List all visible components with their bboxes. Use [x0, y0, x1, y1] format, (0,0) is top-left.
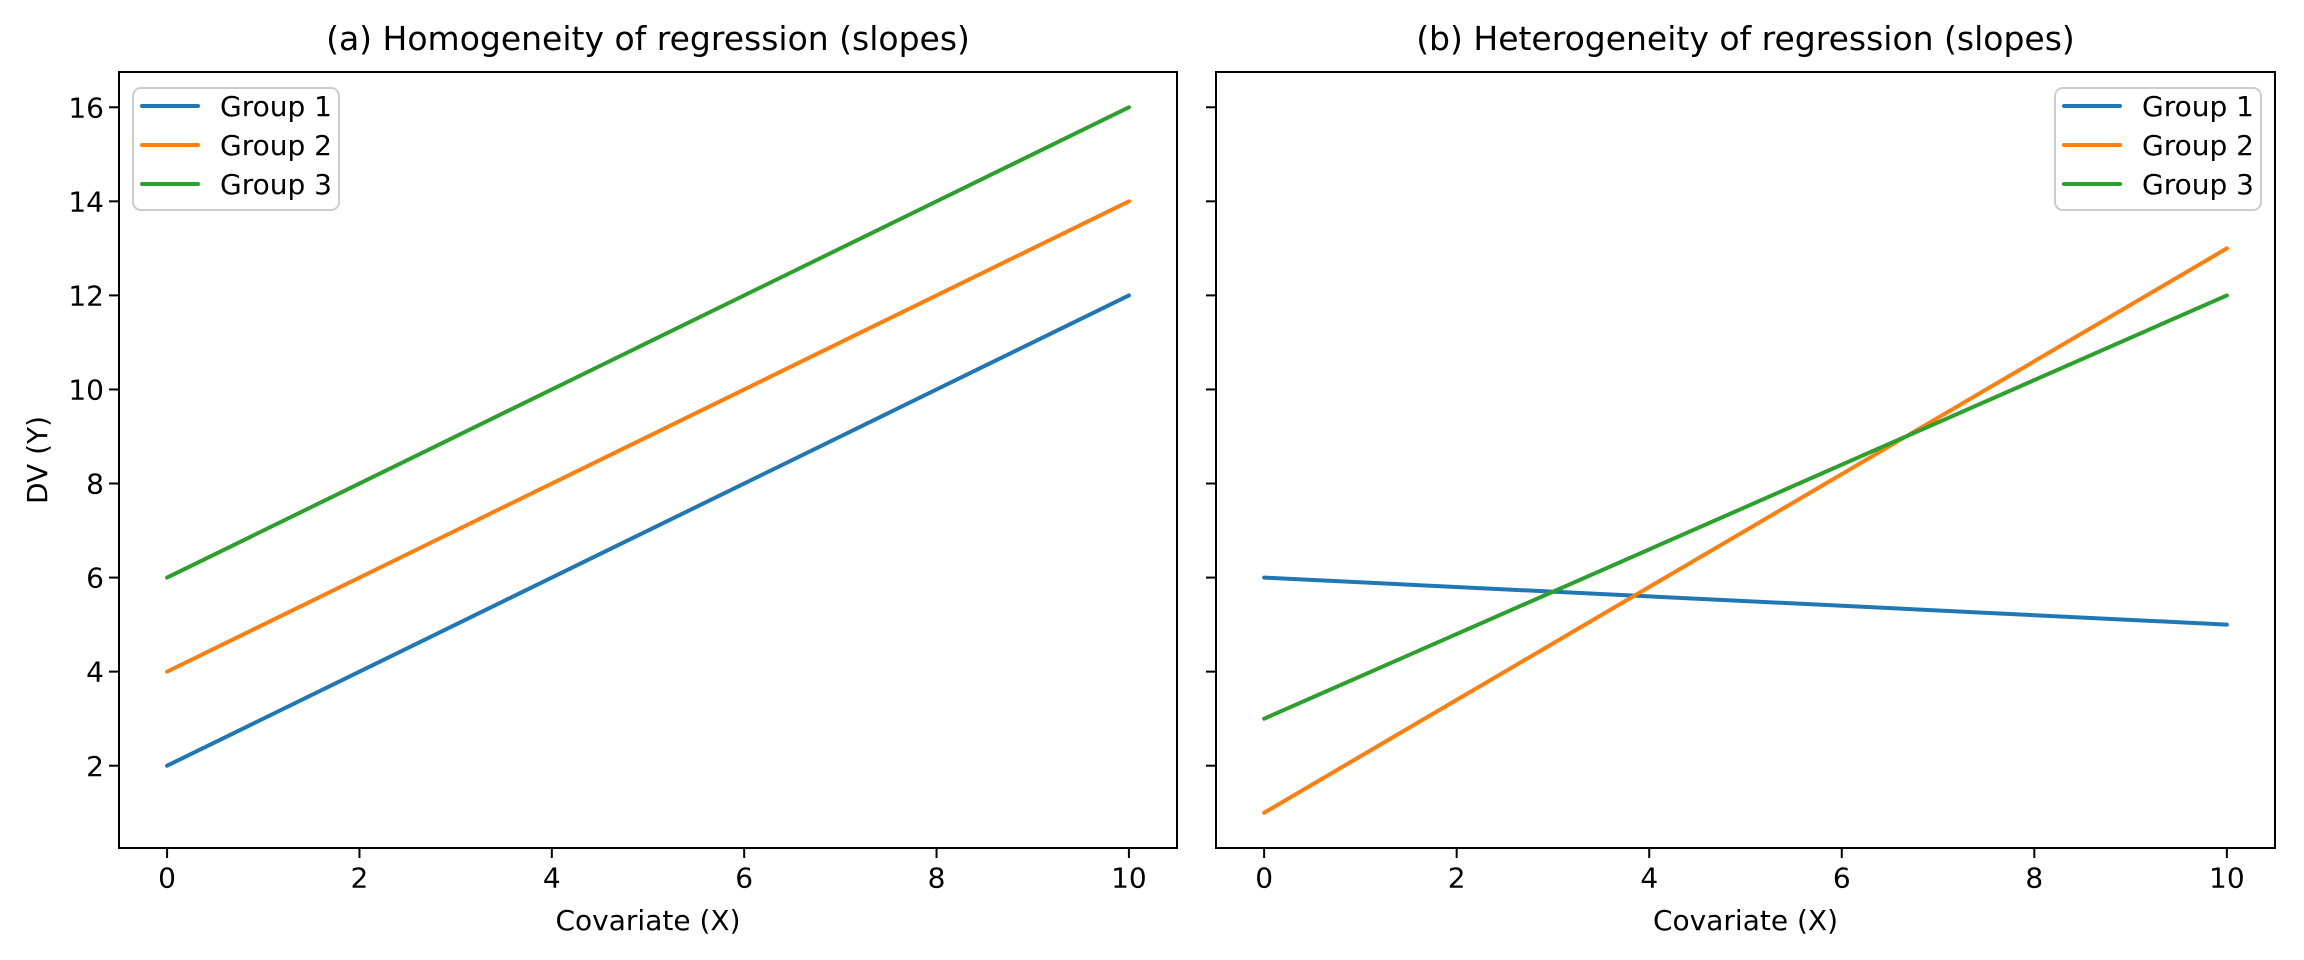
x-tick-label: 0: [1255, 862, 1273, 895]
y-tick-label: 4: [86, 656, 104, 689]
y-tick-label: 6: [86, 562, 104, 595]
x-tick-label: 0: [158, 862, 176, 895]
series-line-group-3: [1262, 293, 2229, 721]
legend: Group 1 Group 2 Group 3: [2054, 87, 2262, 211]
subplot-title: (a) Homogeneity of regression (slopes): [326, 19, 970, 58]
series-line-group-1: [165, 293, 1131, 768]
legend-label: Group 3: [2142, 168, 2254, 201]
subplot-title: (b) Heterogeneity of regression (slopes): [1416, 19, 2075, 58]
x-axis-label: Covariate (X): [556, 904, 741, 937]
y-tick-label: 12: [68, 279, 104, 312]
y-tick-label: 14: [68, 185, 104, 218]
x-tick-label: 2: [351, 862, 369, 895]
legend-entry: Group 2: [2062, 129, 2254, 162]
x-tick-label: 2: [1448, 862, 1466, 895]
legend-entry: Group 2: [140, 129, 332, 162]
legend: Group 1 Group 2 Group 3: [132, 87, 340, 211]
legend-entry: Group 3: [2062, 168, 2254, 201]
y-tick-label: 16: [68, 91, 104, 124]
x-tick-label: 10: [2209, 862, 2245, 895]
series-line-group-3: [165, 105, 1131, 580]
y-axis-label: DV (Y): [21, 416, 54, 504]
series-line-group-2: [1262, 246, 2229, 815]
x-tick-label: 8: [928, 862, 946, 895]
legend-label: Group 3: [220, 168, 332, 201]
legend-entry: Group 1: [2062, 90, 2254, 123]
legend-entry: Group 1: [140, 90, 332, 123]
legend-entry: Group 3: [140, 168, 332, 201]
axes-frame: [118, 71, 1178, 849]
legend-label: Group 1: [2142, 90, 2254, 123]
x-tick-label: 8: [2025, 862, 2043, 895]
x-tick-label: 4: [1640, 862, 1658, 895]
y-tick-label: 2: [86, 750, 104, 783]
axes-frame: [1215, 71, 2276, 849]
y-tick-label: 10: [68, 374, 104, 407]
legend-label: Group 1: [220, 90, 332, 123]
subplot-b: 0 2 4 6 8 10 (b) Heterogeneity of regression (…: [1206, 19, 2276, 937]
legend-box: [2054, 87, 2262, 211]
x-tick-label: 10: [1111, 862, 1147, 895]
legend-label: Group 2: [2142, 129, 2254, 162]
x-tick-label: 6: [1833, 862, 1851, 895]
x-tick-label: 4: [543, 862, 561, 895]
x-tick-label: 6: [735, 862, 753, 895]
y-tick-label: 8: [86, 468, 104, 501]
legend-label: Group 2: [220, 129, 332, 162]
series-line-group-2: [165, 199, 1131, 674]
series-line-group-1: [1262, 575, 2229, 627]
legend-box: [132, 87, 340, 211]
x-axis-label: Covariate (X): [1653, 904, 1838, 937]
subplot-a: 0 2 4 6 8 10 2 4 6 8 10 12 14 16 (a) Homogeneity of re…: [21, 19, 1178, 937]
